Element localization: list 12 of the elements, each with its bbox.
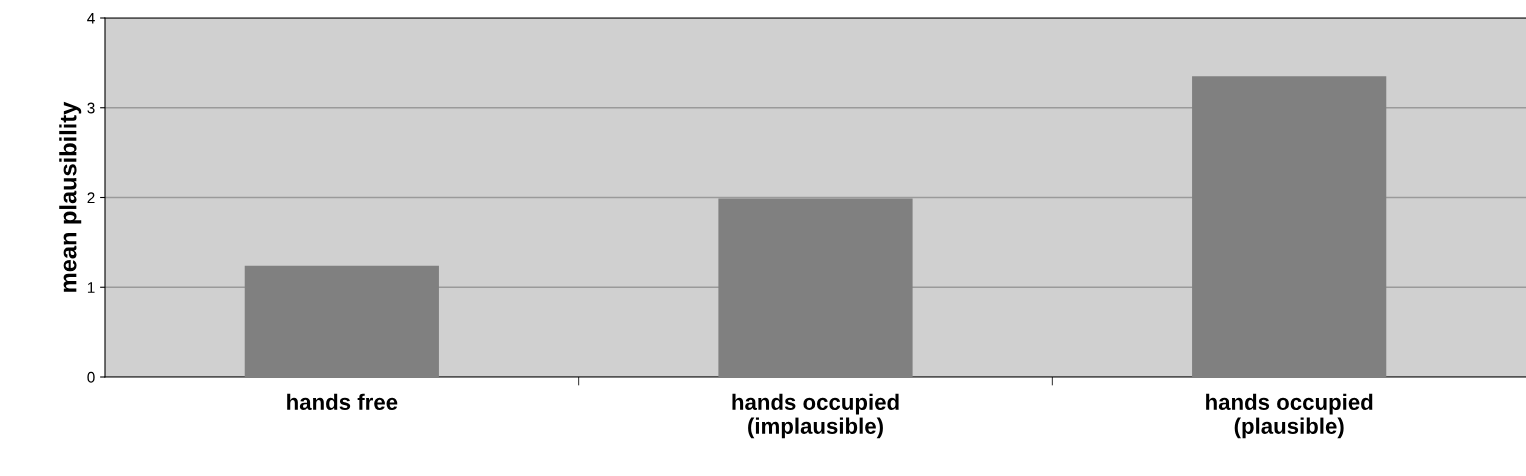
x-tick-label: hands occupied (implausible) [732, 393, 899, 439]
x-tick-label: hands free [287, 393, 398, 410]
y-tick-label: 2 [87, 192, 95, 204]
y-tick-label: 1 [87, 282, 95, 293]
x-tick-label: hands occupied (plausible) [1206, 393, 1373, 439]
y-tick-label: 0 [87, 371, 95, 383]
bar [718, 198, 913, 377]
bar [244, 265, 439, 377]
bar [1192, 76, 1387, 377]
y-tick-label: 3 [87, 102, 95, 114]
y-tick-label: 4 [87, 13, 95, 24]
y-axis-title: mean plausibility [59, 101, 82, 292]
